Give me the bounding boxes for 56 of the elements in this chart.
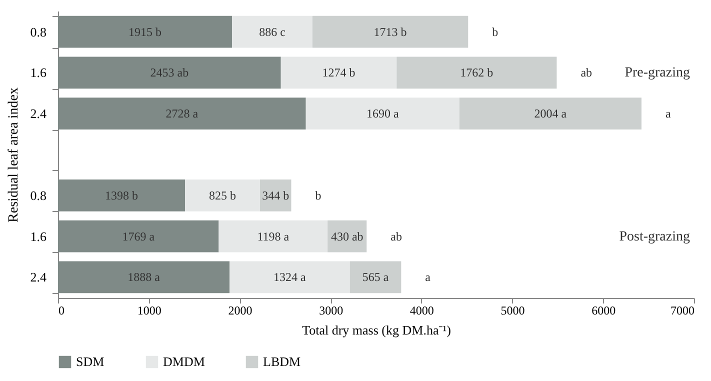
y-tick-label: 2.4 — [30, 106, 47, 122]
data-label: 2004 a — [534, 106, 568, 121]
y-tick-label: 1.6 — [30, 65, 47, 80]
data-label: 1198 a — [257, 229, 290, 244]
data-label: 1762 b — [460, 66, 494, 80]
bar — [280, 56, 397, 89]
data-label: 1769 a — [122, 229, 156, 244]
y-tick-label: 2.4 — [30, 270, 47, 285]
bar — [306, 98, 460, 130]
y-tick-label: 1.6 — [30, 228, 47, 244]
bar — [396, 56, 557, 89]
bar — [218, 220, 328, 252]
data-label: 565 a — [362, 270, 390, 284]
x-tick-label: 4000 — [410, 304, 434, 318]
data-label: 886 c — [259, 24, 286, 39]
legend-label: DMDM — [163, 354, 206, 369]
bar — [260, 179, 292, 212]
y-tick-label: 0.8 — [30, 24, 46, 40]
total-label: b — [492, 24, 498, 39]
data-label: 825 b — [208, 188, 236, 202]
x-tick-label: 2000 — [228, 304, 252, 318]
legend-label: LBDM — [263, 354, 301, 369]
x-tick-label: 7000 — [670, 304, 694, 318]
data-label: 1398 b — [105, 188, 138, 202]
legend-label: SDM — [76, 354, 105, 369]
bar — [312, 16, 468, 48]
bar — [230, 261, 350, 294]
bar — [350, 261, 402, 294]
data-label: 1324 a — [274, 270, 307, 284]
data-label: 1713 b — [374, 24, 407, 39]
annotation: Pre-grazing — [624, 66, 690, 81]
bar — [232, 16, 312, 48]
x-tick-label: 6000 — [592, 304, 616, 318]
total-label: a — [425, 270, 432, 284]
annotation: Post-grazing — [619, 229, 690, 244]
data-label: 1915 b — [128, 24, 162, 39]
y-tick-label: 0.8 — [30, 188, 46, 203]
bar — [185, 179, 260, 212]
bar — [459, 98, 642, 130]
x-tick-label: 5000 — [500, 304, 525, 318]
total-label: a — [665, 106, 672, 121]
data-label: 2453 ab — [150, 66, 189, 80]
x-tick-label: 1000 — [137, 304, 162, 318]
total-label: b — [315, 188, 322, 202]
x-tick-label: 3000 — [319, 304, 344, 318]
data-label: 2728 a — [166, 106, 199, 121]
total-label: ab — [390, 229, 402, 244]
x-tick-label: 0 — [58, 304, 64, 318]
x-axis-title: Total dry mass (kg DM.ha⁻¹) — [302, 322, 451, 338]
total-label: ab — [580, 66, 592, 80]
data-label: 1274 b — [322, 66, 356, 80]
data-label: 1888 a — [128, 270, 161, 284]
data-label: 430 ab — [330, 229, 364, 244]
data-label: 344 b — [262, 188, 290, 202]
data-label: 1690 a — [366, 106, 400, 121]
y-axis-title: Residual leaf area index — [6, 88, 22, 222]
